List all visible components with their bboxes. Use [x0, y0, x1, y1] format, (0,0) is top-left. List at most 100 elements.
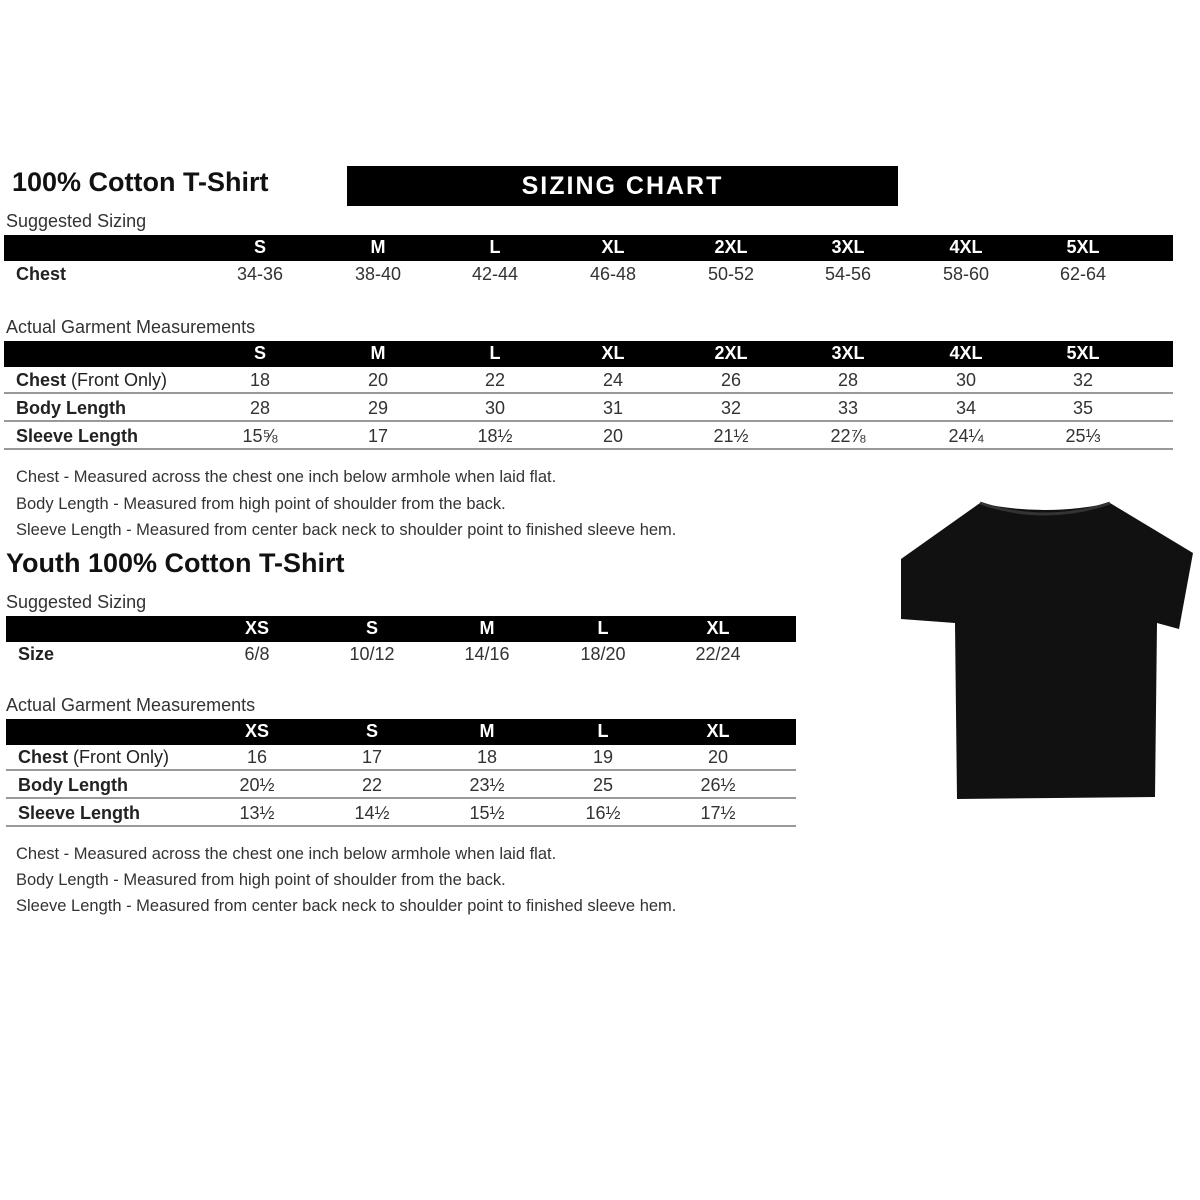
table-cell: 17: [361, 747, 383, 767]
table-cell: 17: [367, 426, 389, 446]
youth-note-chest: Chest - Measured across the chest one in…: [16, 845, 557, 863]
table-cell: 22: [361, 775, 383, 795]
table-cell: 32: [1072, 370, 1094, 390]
row-divider: [6, 769, 796, 771]
table-cell: 13½: [239, 803, 275, 823]
table-cell: 25⅓: [1065, 426, 1101, 446]
row-label: Chest (Front Only): [16, 370, 167, 391]
size-header-bar: [4, 235, 1173, 261]
row-label: Chest: [16, 264, 66, 285]
size-header-m: M: [370, 237, 386, 257]
table-cell: 20: [707, 747, 729, 767]
table-cell: 20½: [239, 775, 275, 795]
size-header-s: S: [253, 343, 267, 363]
table-cell: 50-52: [707, 264, 755, 284]
table-cell: 18/20: [580, 644, 626, 664]
table-cell: 26½: [700, 775, 736, 795]
adult-actual-label: Actual Garment Measurements: [6, 317, 256, 337]
table-cell: 54-56: [824, 264, 872, 284]
row-divider: [6, 797, 796, 799]
table-cell: 29: [367, 398, 389, 418]
table-cell: 58-60: [942, 264, 990, 284]
size-header-3xl: 3XL: [831, 237, 865, 257]
row-divider: [6, 825, 796, 827]
row-label-text: Chest: [16, 370, 67, 390]
size-header-l: L: [597, 618, 609, 638]
adult-note-chest: Chest - Measured across the chest one in…: [16, 468, 557, 486]
table-cell: 10/12: [349, 644, 395, 664]
table-cell: 24: [602, 370, 624, 390]
table-cell: 28: [837, 370, 859, 390]
row-label-text: Chest: [18, 747, 69, 767]
table-cell: 17½: [700, 803, 736, 823]
size-header-s: S: [253, 237, 267, 257]
table-cell: 34-36: [236, 264, 284, 284]
table-cell: 30: [484, 398, 506, 418]
row-label: Size: [18, 644, 54, 665]
table-cell: 28: [249, 398, 271, 418]
size-header-s: S: [365, 618, 379, 638]
size-header-l: L: [597, 721, 609, 741]
size-header-s: S: [365, 721, 379, 741]
youth-suggested-label: Suggested Sizing: [6, 592, 147, 612]
adult-note-sleeve: Sleeve Length - Measured from center bac…: [16, 521, 677, 539]
table-cell: 42-44: [471, 264, 519, 284]
table-cell: 14½: [354, 803, 390, 823]
row-label: Sleeve Length: [18, 803, 140, 824]
row-label-text: Body Length: [16, 398, 126, 418]
row-divider: [4, 448, 1173, 450]
row-label-note: (Front Only): [71, 370, 168, 390]
table-cell: 62-64: [1059, 264, 1107, 284]
size-header-bar: [4, 341, 1173, 367]
size-header-2xl: 2XL: [714, 343, 748, 363]
row-label: Body Length: [16, 398, 126, 419]
table-cell: 33: [837, 398, 859, 418]
table-cell: 23½: [469, 775, 505, 795]
table-cell: 34: [955, 398, 977, 418]
size-header-bar: [6, 616, 796, 642]
table-cell: 25: [592, 775, 614, 795]
row-label-text: Size: [18, 644, 55, 664]
size-header-xs: XS: [244, 618, 270, 638]
size-header-2xl: 2XL: [714, 237, 748, 257]
table-cell: 32: [720, 398, 742, 418]
youth-note-body: Body Length - Measured from high point o…: [16, 871, 506, 889]
table-cell: 20: [602, 426, 624, 446]
table-cell: 46-48: [589, 264, 637, 284]
table-cell: 26: [720, 370, 742, 390]
adult-title: 100% Cotton T-Shirt: [12, 167, 269, 197]
table-cell: 18: [476, 747, 498, 767]
row-divider: [4, 392, 1173, 394]
row-divider: [4, 420, 1173, 422]
size-header-5xl: 5XL: [1066, 343, 1100, 363]
size-header-4xl: 4XL: [949, 237, 983, 257]
adult-note-body: Body Length - Measured from high point o…: [16, 495, 506, 513]
size-header-m: M: [479, 721, 495, 741]
table-cell: 22/24: [695, 644, 741, 664]
table-cell: 6/8: [244, 644, 270, 664]
size-header-xl: XL: [601, 237, 625, 257]
table-cell: 16½: [585, 803, 621, 823]
table-cell: 18: [249, 370, 271, 390]
row-label-text: Sleeve Length: [16, 426, 139, 446]
table-cell: 19: [592, 747, 614, 767]
table-cell: 22: [484, 370, 506, 390]
table-cell: 21½: [713, 426, 749, 446]
row-label: Body Length: [18, 775, 128, 796]
size-header-xl: XL: [706, 618, 730, 638]
youth-actual-label: Actual Garment Measurements: [6, 695, 256, 715]
size-header-xs: XS: [244, 721, 270, 741]
table-cell: 31: [602, 398, 624, 418]
table-cell: 35: [1072, 398, 1094, 418]
row-label-note: (Front Only): [73, 747, 170, 767]
size-header-m: M: [479, 618, 495, 638]
table-cell: 18½: [477, 426, 513, 446]
size-header-l: L: [489, 237, 501, 257]
table-cell: 30: [955, 370, 977, 390]
youth-title: Youth 100% Cotton T-Shirt: [6, 548, 345, 578]
size-header-5xl: 5XL: [1066, 237, 1100, 257]
youth-note-sleeve: Sleeve Length - Measured from center bac…: [16, 897, 677, 915]
size-header-3xl: 3XL: [831, 343, 865, 363]
row-label: Sleeve Length: [16, 426, 138, 447]
size-header-bar: [6, 719, 796, 745]
